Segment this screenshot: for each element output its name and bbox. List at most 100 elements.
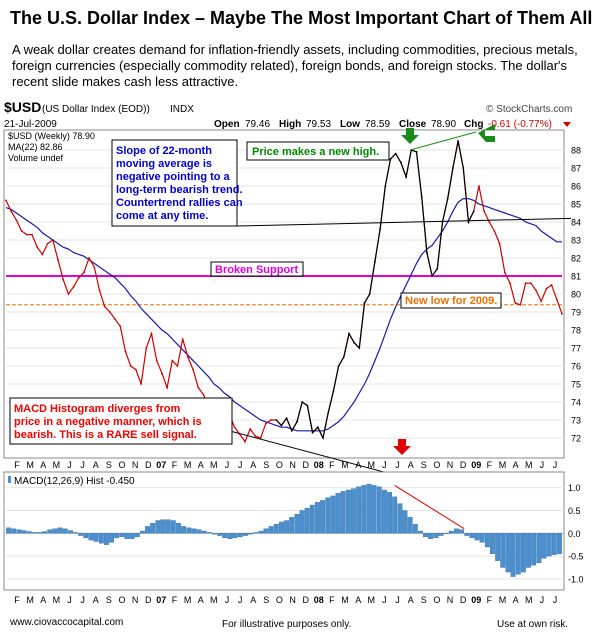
price-point bbox=[77, 276, 80, 279]
price-point bbox=[394, 152, 397, 155]
x-tick-label: O bbox=[433, 460, 440, 470]
price-point bbox=[535, 289, 537, 292]
x-tick-label: J bbox=[225, 595, 230, 605]
x-tick-label: F bbox=[329, 595, 335, 605]
footer-website[interactable]: www.ciovaccocapital.com bbox=[9, 617, 123, 628]
macd-bar bbox=[129, 533, 135, 539]
price-point bbox=[62, 278, 65, 281]
x-tick-label: N bbox=[132, 595, 139, 605]
macd-bar bbox=[407, 517, 413, 534]
price-point bbox=[72, 285, 75, 288]
x-tick-label: 08 bbox=[314, 595, 324, 605]
macd-bar bbox=[176, 523, 181, 534]
x-tick-label: A bbox=[408, 595, 414, 605]
price-point bbox=[197, 386, 200, 389]
x-tick-label: M bbox=[525, 460, 533, 470]
y-tick-label: 72 bbox=[571, 434, 581, 444]
x-tick-label: S bbox=[106, 595, 112, 605]
price-point bbox=[337, 365, 340, 367]
macd-bar bbox=[165, 519, 171, 534]
price-point bbox=[249, 428, 252, 430]
macd-bar bbox=[531, 533, 537, 566]
new-low-label: New low for 2009. bbox=[405, 295, 497, 307]
price-point bbox=[436, 267, 439, 270]
broken-support-box bbox=[210, 261, 304, 277]
price-point bbox=[426, 251, 428, 254]
price-point bbox=[57, 258, 59, 261]
price-point bbox=[88, 257, 90, 259]
macd-bar bbox=[191, 528, 197, 534]
price-point bbox=[202, 393, 205, 396]
exchange: INDX bbox=[170, 104, 194, 115]
price-point bbox=[129, 365, 132, 367]
price-point bbox=[379, 228, 381, 231]
macd-note-pointer bbox=[229, 430, 396, 476]
x-tick-label: M bbox=[26, 460, 34, 470]
macd-panel bbox=[3, 471, 565, 591]
x-tick-label: M bbox=[184, 595, 192, 605]
chart-date: 21-Jul-2009 bbox=[4, 119, 57, 130]
macd-bar bbox=[469, 533, 475, 539]
x-tick-label: J bbox=[80, 595, 85, 605]
price-point bbox=[41, 253, 44, 256]
x-tick-label: N bbox=[447, 460, 454, 470]
legend-price: $USD (Weekly) 78.90 bbox=[8, 131, 95, 141]
price-point bbox=[20, 230, 23, 232]
x-tick-label: A bbox=[355, 460, 361, 470]
macd-bar bbox=[330, 495, 336, 534]
slope-line-5: Countertrend rallies can bbox=[116, 197, 243, 209]
macd-bar bbox=[160, 519, 166, 534]
macd-bar bbox=[325, 497, 331, 534]
price-point bbox=[109, 311, 111, 313]
x-tick-label: M bbox=[368, 595, 376, 605]
x-tick-label: O bbox=[276, 595, 283, 605]
close-value: 78.90 bbox=[431, 119, 456, 130]
macd-bar bbox=[83, 533, 89, 539]
price-point bbox=[264, 422, 267, 425]
macd-label: MACD(12,26,9) Hist -0.450 bbox=[14, 476, 135, 487]
broken-support-label: Broken Support bbox=[215, 264, 298, 276]
x-tick-label: F bbox=[329, 460, 335, 470]
macd-bar bbox=[510, 533, 516, 577]
price-point bbox=[285, 417, 288, 420]
macd-bar bbox=[279, 521, 284, 534]
price-point bbox=[467, 221, 470, 223]
y-tick-label: 84 bbox=[571, 218, 581, 228]
macd-bar bbox=[454, 528, 459, 534]
price-point bbox=[5, 199, 7, 202]
macd-note-box bbox=[9, 397, 233, 445]
price-point bbox=[161, 372, 163, 375]
macd-bar bbox=[546, 533, 552, 557]
x-tick-label: J bbox=[382, 595, 387, 605]
x-tick-label: 07 bbox=[156, 460, 166, 470]
macd-bar bbox=[474, 533, 480, 541]
ma-trend-line bbox=[235, 217, 572, 227]
price-point bbox=[93, 266, 96, 268]
macd-hist-legend-swatch bbox=[8, 476, 11, 483]
slope-annotation: Slope of 22-month moving average is nega… bbox=[116, 145, 243, 222]
price-point bbox=[348, 332, 350, 335]
price-point bbox=[31, 233, 33, 236]
open-value: 79.46 bbox=[245, 119, 270, 130]
price-point bbox=[15, 219, 18, 222]
macd-divergence-line bbox=[394, 484, 465, 530]
y-tick-label: 76 bbox=[571, 362, 581, 372]
new-high-text: Price makes a new high. bbox=[252, 146, 379, 158]
y-tick-label: 86 bbox=[571, 182, 581, 192]
x-tick-label: S bbox=[421, 460, 427, 470]
macd-bar bbox=[140, 530, 145, 534]
macd-bar bbox=[119, 533, 125, 538]
slope-line-1: Slope of 22-month bbox=[116, 145, 212, 157]
x-tick-label: A bbox=[198, 460, 204, 470]
macd-bar bbox=[505, 533, 511, 573]
x-tick-label: D bbox=[460, 460, 467, 470]
y-tick-label: 87 bbox=[571, 164, 581, 174]
macd-bar bbox=[134, 533, 140, 538]
macd-bar bbox=[412, 524, 418, 534]
macd-bar bbox=[103, 533, 109, 545]
chg-label: Chg bbox=[464, 119, 483, 130]
macd-bar bbox=[371, 485, 377, 534]
new-high-box bbox=[246, 141, 390, 161]
low-label: Low bbox=[340, 119, 360, 130]
x-tick-label: J bbox=[80, 460, 85, 470]
